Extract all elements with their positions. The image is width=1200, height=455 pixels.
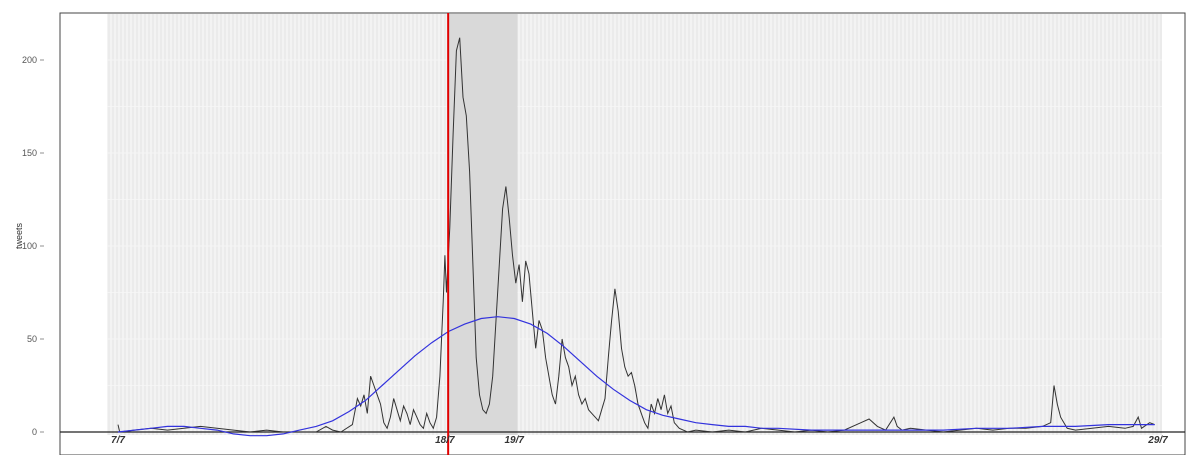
x-tick-label: 29/7 [1147, 435, 1168, 446]
grid-lines [106, 14, 1162, 435]
highlight-band [448, 14, 518, 435]
x-tick-label: 18/7 [435, 435, 455, 446]
y-axis-ticks: 0 50 100 150 200 [22, 55, 44, 437]
y-tick-label: 150 [22, 148, 37, 158]
y-tick-label: 0 [32, 427, 37, 437]
y-axis-title: tweets [14, 222, 24, 249]
plot-panel [107, 14, 1162, 435]
x-tick-label: 19/7 [504, 435, 524, 446]
smoothed-trend-line [117, 316, 1155, 437]
y-tick-label: 100 [22, 241, 37, 251]
y-tick-label: 50 [27, 334, 37, 344]
x-tick-label: 7/7 [111, 435, 125, 446]
x-axis-ticks: 7/7 18/7 19/7 29/7 [111, 435, 1168, 446]
y-tick-label: 200 [22, 55, 37, 65]
plot-frame [59, 12, 1186, 455]
tweets-series-line [117, 37, 1155, 433]
